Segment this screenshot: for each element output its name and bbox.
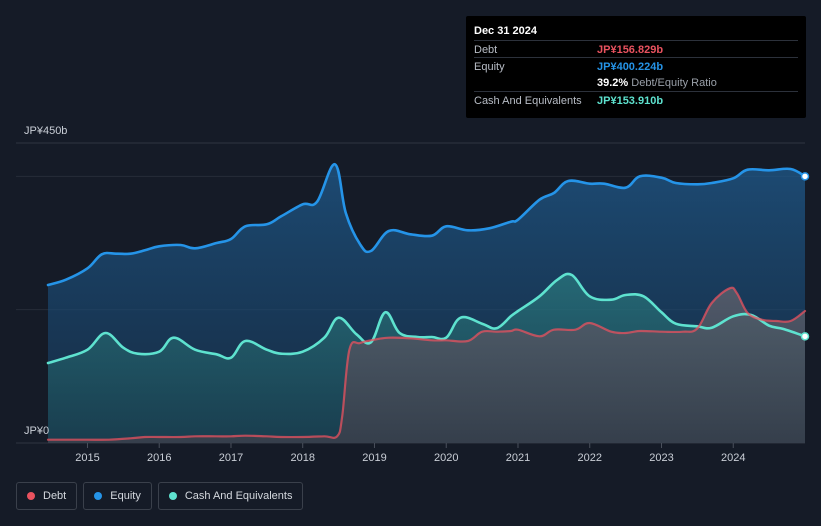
legend-label-debt: Debt <box>43 490 67 502</box>
tooltip-row-equity: Equity JP¥400.224b <box>474 57 798 75</box>
tooltip-debt-label: Debt <box>474 44 498 56</box>
equity-dot-icon <box>94 492 103 500</box>
x-tick-label: 2019 <box>362 452 386 464</box>
x-tick-label: 2016 <box>147 452 171 464</box>
x-tick-label: 2024 <box>721 452 745 464</box>
x-tick-label: 2017 <box>219 452 243 464</box>
tooltip-ratio-value: 39.2% <box>597 77 629 89</box>
cash-line <box>46 272 807 365</box>
tooltip-cash-value: JP¥153.910b <box>597 95 664 107</box>
y-tick-label: JP¥450b <box>24 125 67 137</box>
debt-dot-icon <box>27 492 35 500</box>
equity-line <box>46 162 807 287</box>
legend: Debt Equity Cash And Equivalents <box>16 482 304 510</box>
equity-end-point <box>800 172 810 181</box>
cash-end-point <box>800 332 810 341</box>
legend-item-debt[interactable]: Debt <box>16 482 78 510</box>
legend-label-equity: Equity <box>110 490 141 502</box>
debt-line <box>46 286 807 441</box>
debt-area <box>48 287 805 443</box>
tooltip-debt-value: JP¥156.829b <box>597 44 664 56</box>
tooltip-row-ratio: 39.2% Debt/Equity Ratio <box>474 74 798 91</box>
tooltip: Dec 31 2024 Debt JP¥156.829b Equity JP¥4… <box>466 16 806 118</box>
legend-item-equity[interactable]: Equity <box>83 482 152 510</box>
tooltip-row-cash: Cash And Equivalents JP¥153.910b <box>474 91 798 109</box>
tooltip-row-debt: Debt JP¥156.829b <box>474 40 798 58</box>
tooltip-ratio-label: Debt/Equity Ratio <box>631 77 717 89</box>
legend-item-cash[interactable]: Cash And Equivalents <box>157 482 304 510</box>
x-tick-label: 2015 <box>75 452 99 464</box>
cash-dot-icon <box>168 492 177 500</box>
tooltip-equity-value: JP¥400.224b <box>597 61 664 73</box>
y-tick-label: JP¥0 <box>24 425 49 437</box>
legend-label-cash: Cash And Equivalents <box>184 490 293 502</box>
tooltip-cash-label: Cash And Equivalents <box>474 95 582 107</box>
tooltip-date: Dec 31 2024 <box>474 25 537 37</box>
x-tick-label: 2022 <box>577 452 601 464</box>
x-tick-label: 2023 <box>649 452 673 464</box>
x-tick-label: 2020 <box>434 452 458 464</box>
x-tick-label: 2021 <box>506 452 530 464</box>
x-tick-label: 2018 <box>290 452 314 464</box>
tooltip-equity-label: Equity <box>474 61 505 73</box>
